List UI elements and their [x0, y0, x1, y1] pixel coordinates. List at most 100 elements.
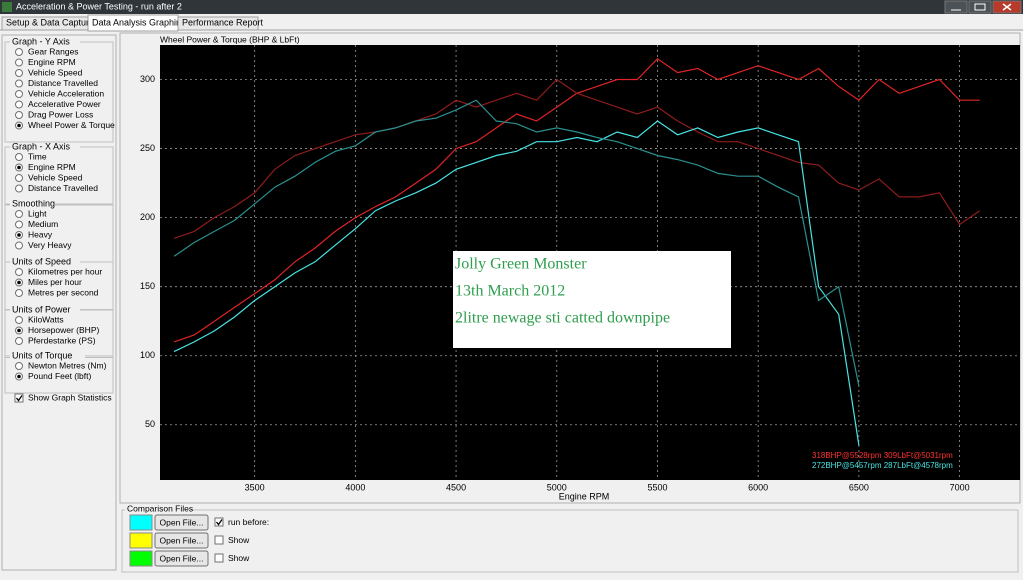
maximize-button[interactable] — [968, 0, 992, 14]
radio-label: Accelerative Power — [28, 99, 101, 109]
y-tick-label: 250 — [140, 143, 155, 153]
group-title: Graph - Y Axis — [12, 36, 70, 46]
comparison-files: Comparison Files Open File... run before: O… — [121, 503, 1019, 573]
title-bar — [0, 0, 1023, 14]
tab-label: Data Analysis Graphing — [92, 17, 186, 27]
group-title-bg — [10, 38, 80, 47]
radio-label: Engine RPM — [28, 162, 76, 172]
radio-label: Pound Feet (lbft) — [28, 371, 91, 381]
checkbox[interactable] — [214, 517, 224, 527]
radio-label: Engine RPM — [28, 57, 76, 67]
open-file-button[interactable] — [154, 550, 209, 567]
maximize-icon — [974, 3, 986, 11]
checkbox-label: Show — [228, 553, 250, 563]
radio-dot — [17, 328, 21, 333]
x-tick-label: 4500 — [446, 482, 466, 492]
checkbox-label: Show Graph Statistics — [28, 392, 112, 402]
group-title: Units of Torque — [12, 350, 72, 360]
radio-button[interactable] — [15, 90, 23, 98]
radio-dot — [17, 280, 21, 285]
radio-label: Light — [28, 208, 47, 218]
radio-label: Time — [28, 151, 47, 161]
group-box — [121, 509, 1019, 573]
group-title-bg — [10, 258, 80, 267]
check-mark — [15, 395, 23, 402]
y-tick-label: 300 — [140, 74, 155, 84]
data-line — [173, 78, 981, 239]
radio-button[interactable] — [15, 316, 23, 324]
group-title-bg — [10, 352, 85, 361]
x-tick-label: 4000 — [345, 482, 365, 492]
radio-label: Newton Metres (Nm) — [28, 360, 107, 370]
checkbox[interactable] — [214, 553, 224, 563]
y-tick-label: 200 — [140, 212, 155, 222]
checkbox[interactable] — [14, 393, 24, 403]
radio-button[interactable] — [15, 79, 23, 88]
radio-button[interactable] — [15, 58, 23, 67]
radio-dot — [17, 165, 21, 170]
left-panel — [1, 34, 117, 571]
radio-button[interactable] — [15, 220, 23, 229]
statistics-text: 272BHP@5457rpm 287LbFt@4578rpm — [812, 461, 953, 470]
radio-button[interactable] — [15, 184, 23, 193]
radio-button[interactable] — [15, 362, 23, 370]
radio-label: Pferdestarke (PS) — [28, 335, 96, 345]
y-tick-label: 50 — [145, 419, 155, 429]
checkbox-label: Show — [228, 535, 250, 545]
group-title-bg — [10, 200, 55, 209]
window-title: Acceleration & Power Testing - run after… — [16, 1, 182, 11]
minimize-button[interactable] — [944, 0, 968, 14]
radio-label: Distance Travelled — [28, 183, 98, 193]
radio-button[interactable] — [15, 100, 23, 109]
x-tick-label: 6000 — [748, 482, 768, 492]
x-tick-label: 6500 — [849, 482, 869, 492]
group-title-bg — [10, 306, 80, 315]
color-swatch — [129, 514, 153, 531]
radio-button[interactable] — [15, 241, 23, 250]
checkbox-label: run before: — [228, 517, 269, 527]
check-mark — [215, 519, 223, 526]
group-title-bg — [125, 504, 189, 513]
radio-label: Wheel Power & Torque — [28, 120, 115, 130]
radio-label: Vehicle Speed — [28, 67, 83, 77]
annotation-text: Jolly Green Monster — [455, 256, 587, 273]
tab[interactable] — [177, 16, 259, 31]
radio-button[interactable] — [15, 111, 23, 119]
radio-button[interactable] — [15, 337, 23, 345]
y-tick-label: 100 — [140, 350, 155, 360]
radio-label: Horsepower (BHP) — [28, 325, 99, 335]
group-title-bg — [10, 143, 80, 152]
data-line — [173, 99, 860, 387]
open-file-button[interactable] — [154, 514, 209, 531]
radio-button[interactable] — [15, 210, 23, 218]
radio-button[interactable] — [15, 174, 23, 182]
data-line — [173, 120, 860, 446]
radio-dot — [17, 233, 21, 237]
chart-title: Wheel Power & Torque (BHP & LbFt) — [160, 34, 300, 44]
radio-label: Gear Ranges — [28, 46, 79, 56]
group-title: Graph - X Axis — [12, 141, 71, 151]
x-axis-label: Engine RPM — [559, 491, 610, 501]
radio-label: Metres per second — [28, 287, 99, 297]
radio-button[interactable] — [15, 268, 23, 276]
radio-button[interactable] — [15, 289, 23, 297]
button-label: Open File... — [160, 517, 204, 527]
annotation-text: 13th March 2012 — [455, 283, 565, 300]
statistics-text: 318BHP@5528rpm 309LbFt@5031rpm — [812, 451, 953, 460]
checkbox[interactable] — [214, 535, 224, 545]
group-title: Smoothing — [12, 198, 55, 208]
radio-label: Vehicle Acceleration — [28, 88, 104, 98]
radio-button[interactable] — [15, 69, 23, 77]
x-tick-label: 5500 — [647, 482, 667, 492]
app-icon — [2, 2, 12, 12]
radio-label: Medium — [28, 219, 58, 229]
radio-button[interactable] — [15, 48, 23, 56]
open-file-button[interactable] — [154, 532, 209, 549]
annotation-box — [453, 251, 731, 348]
chart: Wheel Power & Torque (BHP & LbFt) 50 100 15… — [140, 34, 1020, 501]
radio-button[interactable] — [15, 153, 23, 161]
